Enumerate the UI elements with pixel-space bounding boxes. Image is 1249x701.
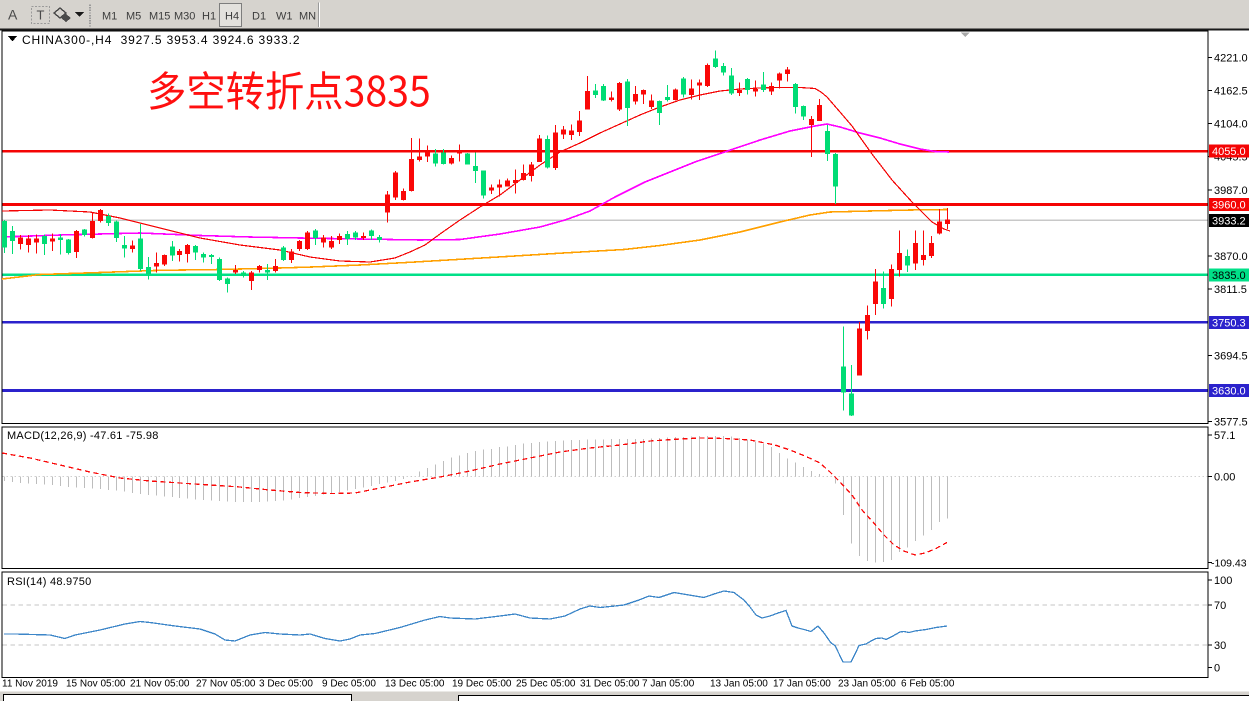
svg-text:3694.5: 3694.5 <box>1214 351 1248 363</box>
svg-text:M5: M5 <box>126 11 141 23</box>
svg-text:19 Dec 05:00: 19 Dec 05:00 <box>452 679 512 690</box>
svg-text:3630.0: 3630.0 <box>1212 385 1246 397</box>
svg-text:3933.2: 3933.2 <box>1212 215 1246 227</box>
svg-text:57.1: 57.1 <box>1214 430 1235 442</box>
svg-text:13 Dec 05:00: 13 Dec 05:00 <box>385 679 445 690</box>
svg-text:-109.43: -109.43 <box>1211 558 1247 570</box>
svg-text:3870.0: 3870.0 <box>1214 251 1248 263</box>
svg-text:3835.0: 3835.0 <box>1212 270 1246 282</box>
svg-text:M15: M15 <box>149 11 170 23</box>
svg-text:CHINA300-,H4 3927.5 3953.4 39: CHINA300-,H4 3927.5 3953.4 3924.6 3933.2 <box>22 33 300 47</box>
svg-text:3577.5: 3577.5 <box>1214 417 1248 429</box>
svg-text:11 Nov 2019: 11 Nov 2019 <box>2 679 58 690</box>
svg-text:W1: W1 <box>276 11 293 23</box>
svg-text:H1: H1 <box>202 11 216 23</box>
svg-text:RSI(14) 48.9750: RSI(14) 48.9750 <box>7 576 91 588</box>
svg-text:4162.5: 4162.5 <box>1214 86 1248 98</box>
svg-text:M30: M30 <box>174 11 195 23</box>
svg-text:100: 100 <box>1214 575 1232 587</box>
svg-text:7 Jan 05:00: 7 Jan 05:00 <box>642 679 695 690</box>
svg-text:31 Dec 05:00: 31 Dec 05:00 <box>580 679 640 690</box>
svg-text:15 Nov 05:00: 15 Nov 05:00 <box>66 679 126 690</box>
svg-text:30: 30 <box>1214 640 1226 652</box>
svg-text:0.00: 0.00 <box>1214 472 1235 484</box>
svg-text:MN: MN <box>299 11 316 23</box>
svg-text:23 Jan 05:00: 23 Jan 05:00 <box>838 679 896 690</box>
svg-text:17 Jan 05:00: 17 Jan 05:00 <box>773 679 831 690</box>
svg-text:4104.0: 4104.0 <box>1214 119 1248 131</box>
svg-text:D1: D1 <box>252 11 266 23</box>
svg-text:3750.3: 3750.3 <box>1212 317 1246 329</box>
svg-text:3 Dec 05:00: 3 Dec 05:00 <box>259 679 313 690</box>
svg-text:H4: H4 <box>225 11 239 23</box>
svg-text:A: A <box>8 7 18 23</box>
svg-text:70: 70 <box>1214 600 1226 612</box>
svg-text:27 Nov 05:00: 27 Nov 05:00 <box>196 679 256 690</box>
svg-text:3960.0: 3960.0 <box>1212 200 1246 212</box>
svg-text:3987.0: 3987.0 <box>1214 185 1248 197</box>
svg-text:21 Nov 05:00: 21 Nov 05:00 <box>130 679 190 690</box>
svg-text:M1: M1 <box>102 11 117 23</box>
svg-text:T: T <box>37 8 45 23</box>
svg-text:6 Feb 05:00: 6 Feb 05:00 <box>901 679 955 690</box>
svg-text:3811.5: 3811.5 <box>1214 284 1247 296</box>
svg-text:13 Jan 05:00: 13 Jan 05:00 <box>710 679 768 690</box>
svg-text:4055.0: 4055.0 <box>1212 146 1246 158</box>
svg-text:0: 0 <box>1214 663 1220 675</box>
svg-text:25 Dec 05:00: 25 Dec 05:00 <box>516 679 576 690</box>
svg-text:9 Dec 05:00: 9 Dec 05:00 <box>322 679 376 690</box>
svg-text:4221.0: 4221.0 <box>1214 53 1248 65</box>
svg-text:MACD(12,26,9) -47.61 -75.98: MACD(12,26,9) -47.61 -75.98 <box>7 430 159 442</box>
